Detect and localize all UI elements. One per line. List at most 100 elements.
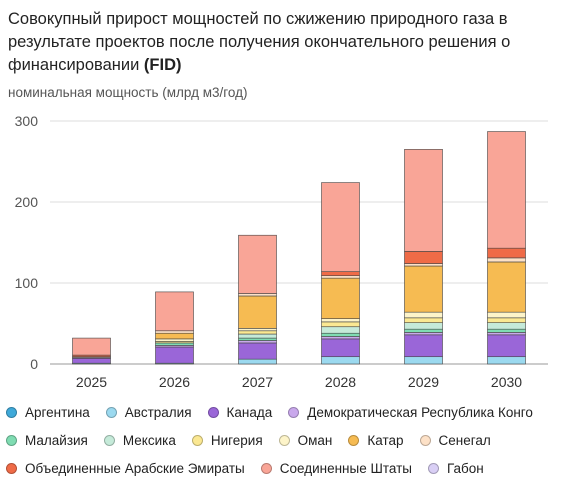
- bar-segment: [72, 337, 111, 356]
- bar-segment: [238, 342, 277, 360]
- bar-segment: [238, 293, 277, 297]
- legend-item: Габон: [427, 460, 484, 476]
- bar-segment: [404, 322, 443, 330]
- y-tick-label: 200: [15, 194, 39, 210]
- legend-label: Канада: [226, 404, 273, 420]
- bar-segment: [487, 131, 526, 249]
- bar-segment: [487, 322, 526, 330]
- legend-swatch-icon: [191, 434, 203, 446]
- bar-segment: [487, 317, 526, 323]
- bar-segment: [404, 251, 443, 264]
- legend-swatch-icon: [103, 434, 115, 446]
- legend-label: Австралия: [124, 404, 192, 420]
- bar-segment: [404, 332, 443, 336]
- legend-label: Объединенные Арабские Эмираты: [25, 460, 245, 476]
- bar-segment: [487, 328, 526, 333]
- legend-label: Габон: [446, 460, 484, 476]
- legend-item: Демократическая Республика Конго: [288, 405, 533, 420]
- x-tick-label: 2026: [159, 374, 190, 390]
- x-tick-label: 2025: [76, 374, 107, 390]
- bar-segment: [321, 321, 360, 328]
- chart-title-text: Совокупный прирост мощностей по сжижению…: [8, 10, 511, 74]
- legend-item: Аргентина: [6, 405, 90, 420]
- bar-segment: [487, 261, 526, 313]
- y-tick-label: 100: [15, 275, 39, 291]
- bar-segment: [155, 291, 194, 332]
- legend-item: Австралия: [105, 404, 192, 420]
- legend-label: Сенегал: [438, 432, 491, 448]
- bar-segment: [155, 330, 194, 334]
- chart-title-bold: (FID): [143, 56, 182, 74]
- legend-row: Малайзия Мексика Нигерия Оман Катар Сенегал: [6, 426, 571, 454]
- legend-swatch-icon: [6, 406, 17, 418]
- x-tick-label: 2027: [242, 374, 273, 390]
- bar-segment: [321, 326, 360, 334]
- stacked-bar-chart: 0 100 200 300 2025 2026 2027 2028 2029 2030: [15, 113, 548, 390]
- legend-item: Нигерия: [191, 432, 263, 448]
- x-tick-label: 2030: [491, 374, 522, 390]
- legend-label: Малайзия: [25, 432, 88, 448]
- legend-swatch-icon: [207, 406, 219, 418]
- bar-segment: [238, 328, 277, 332]
- bar-segment: [238, 337, 277, 341]
- bar-segment: [321, 275, 360, 279]
- bar-segment: [487, 356, 526, 365]
- bar-segment: [404, 317, 443, 323]
- bar-segment: [155, 346, 194, 364]
- bar-segment: [321, 336, 360, 340]
- legend-label: Демократическая Республика Конго: [307, 404, 533, 420]
- bar-segment: [321, 356, 360, 365]
- legend-swatch-icon: [278, 434, 290, 446]
- legend-label: Катар: [367, 432, 404, 448]
- legend-row: Аргентина Австралия Канада Демократическая …: [6, 398, 571, 426]
- legend-row: Объединенные Арабские Эмираты Соединенные…: [6, 454, 571, 482]
- legend-item: Оман: [278, 432, 333, 448]
- legend-item: Катар: [348, 432, 404, 448]
- chart-legend: Аргентина Австралия Канада Демократическая …: [6, 398, 571, 482]
- legend-item: Канада: [207, 404, 273, 420]
- bar-segment: [487, 332, 526, 336]
- bar-segment: [155, 342, 194, 346]
- bar-segment: [238, 333, 277, 339]
- bar-segment: [404, 263, 443, 267]
- legend-label: Аргентина: [25, 404, 90, 420]
- legend-swatch-icon: [288, 406, 300, 418]
- legend-swatch-icon: [348, 434, 360, 446]
- legend-label: Мексика: [122, 432, 176, 448]
- x-tick-label: 2028: [325, 374, 356, 390]
- bar-segment: [321, 182, 360, 272]
- bar-segment: [238, 330, 277, 335]
- legend-label: Оман: [297, 432, 333, 448]
- legend-label: Соединенные Штаты: [279, 460, 412, 476]
- legend-item: Сенегал: [419, 432, 491, 448]
- y-tick-label: 300: [15, 113, 39, 129]
- bar-segment: [487, 334, 526, 358]
- bar-segment: [404, 149, 443, 252]
- legend-swatch-icon: [6, 462, 17, 474]
- legend-swatch-icon: [419, 434, 431, 446]
- y-tick-label: 0: [30, 356, 38, 372]
- bar-segment: [321, 277, 360, 319]
- legend-swatch-icon: [260, 462, 272, 474]
- bar-segment: [404, 334, 443, 358]
- x-tick-label: 2029: [408, 374, 439, 390]
- bar-segment: [404, 328, 443, 333]
- bar-segment: [238, 234, 277, 294]
- bar-segment: [487, 257, 526, 263]
- bar-segment: [321, 332, 360, 337]
- bar-segment: [487, 247, 526, 259]
- bar-segment: [321, 338, 360, 358]
- bar-segment: [72, 358, 111, 364]
- y-axis-label: номинальная мощность (млрд м3/год): [8, 85, 248, 100]
- chart-title: Совокупный прирост мощностей по сжижению…: [8, 8, 563, 77]
- legend-label: Нигерия: [210, 432, 263, 448]
- legend-item: Мексика: [103, 432, 176, 448]
- legend-swatch-icon: [6, 434, 17, 446]
- bar-segment: [404, 356, 443, 365]
- bar-segment: [487, 311, 526, 319]
- bar-segment: [321, 318, 360, 323]
- bar-segment: [238, 340, 277, 344]
- bar-segment: [404, 311, 443, 319]
- bar-segment: [155, 338, 194, 342]
- legend-item: Соединенные Штаты: [260, 460, 412, 476]
